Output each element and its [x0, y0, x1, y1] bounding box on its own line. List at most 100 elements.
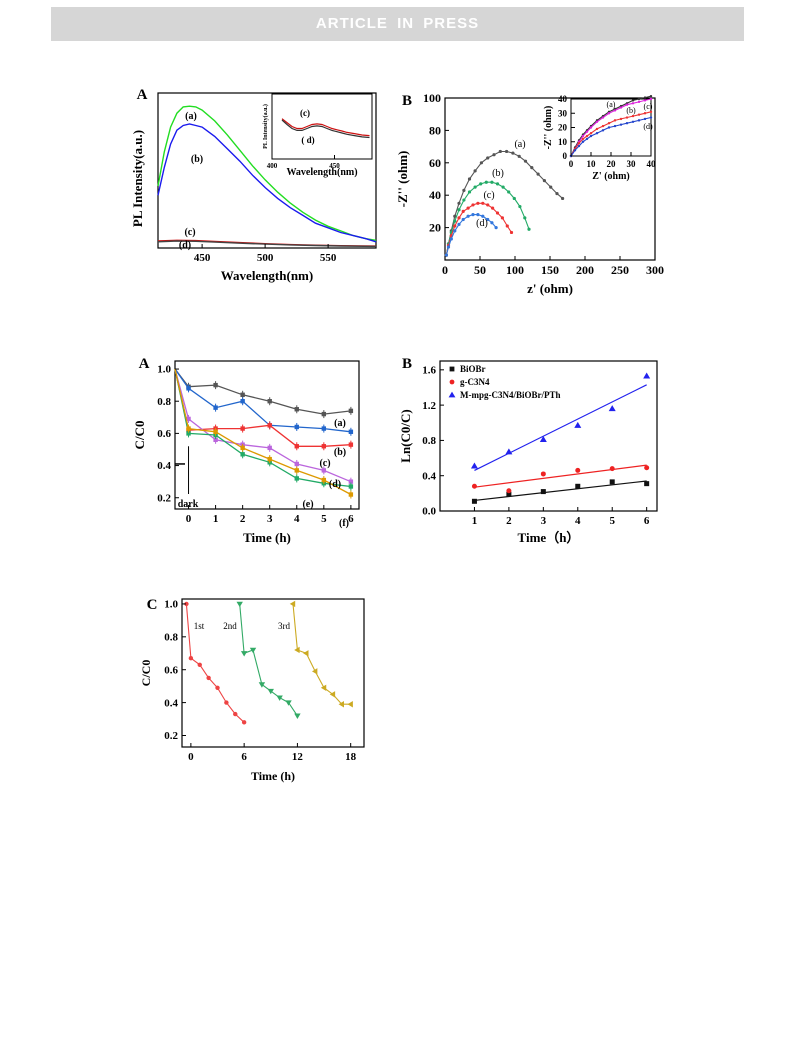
eis-point	[449, 237, 453, 241]
eis-inset-point	[643, 112, 647, 115]
eis-point	[495, 211, 500, 215]
kin-point	[609, 466, 615, 472]
eis-point	[479, 161, 483, 165]
pl-plot-frame	[157, 92, 377, 249]
eis-inset-point	[607, 112, 611, 115]
cycle-point	[184, 601, 189, 607]
deg-point	[186, 426, 191, 431]
deg-point	[240, 399, 245, 404]
panel-label: B	[402, 356, 412, 372]
eis-inset-point	[577, 144, 581, 148]
cycle-y-tick-label: 0.8	[164, 631, 178, 643]
deg-point	[294, 424, 299, 430]
kin-plot-frame	[439, 360, 658, 512]
kin-point	[540, 471, 546, 477]
kin-point	[574, 421, 582, 428]
kin-y-tick-label: 1.6	[422, 364, 436, 376]
eis-label-b: (b)	[492, 168, 504, 179]
eis-x-axis-title: z' (ohm)	[527, 281, 573, 296]
cycle-point	[215, 685, 220, 690]
kin-point	[505, 448, 513, 455]
eis-point	[462, 188, 466, 192]
kin-y-tick-label: 0.0	[422, 506, 436, 518]
eis-point	[473, 169, 477, 173]
eis-point	[471, 213, 475, 217]
cycle-x-axis-title: Time (h)	[251, 769, 295, 783]
deg-point	[240, 426, 245, 431]
eis-series-line	[445, 181, 530, 256]
cycle-point	[338, 701, 345, 708]
deg-point	[348, 442, 354, 447]
eis-y-tick-label: 60	[429, 156, 441, 170]
deg-series-line	[174, 368, 351, 433]
kin-fit-line	[474, 384, 647, 471]
kin-x-axis-title: Time（h）	[518, 530, 580, 545]
kin-point	[643, 372, 651, 379]
kin-point	[470, 462, 478, 469]
cycle-point	[311, 668, 318, 675]
panel-label: C	[147, 597, 158, 613]
eis-inset-point	[649, 110, 653, 114]
eis-label-c: (c)	[483, 190, 494, 201]
deg-point	[186, 431, 191, 436]
deg-point	[321, 444, 327, 449]
kin-x-tick-label: 5	[609, 515, 615, 527]
eis-point	[481, 201, 485, 205]
deg-label-e: (e)	[302, 499, 313, 510]
deg-x-tick-label: 0	[186, 513, 192, 525]
kin-y-axis-title: Ln(C0/C)	[398, 409, 413, 462]
deg-series-line	[174, 368, 351, 447]
panel-label: A	[139, 356, 150, 372]
eis-inset-point	[625, 103, 629, 106]
eis-inset-point	[637, 119, 641, 122]
deg-x-tick-label: 3	[267, 513, 273, 525]
pl-inset-x-axis-title: Wavelength(nm)	[286, 167, 357, 178]
legend-label: g-C3N4	[460, 377, 490, 387]
eis-y-tick-label: 20	[429, 221, 441, 235]
eis-x-tick-label: 250	[611, 263, 629, 277]
eis-point	[505, 224, 509, 228]
cycle-point	[329, 691, 336, 698]
pl-y-axis-title: PL Intensity(a.u.)	[130, 130, 145, 227]
deg-point	[240, 452, 245, 457]
eis-point	[561, 196, 565, 201]
eis-point	[453, 224, 457, 228]
eis-inset-point	[595, 120, 599, 123]
eis-inset-y-tick-label: 20	[558, 123, 568, 133]
deg-point	[321, 477, 327, 483]
cycle-point	[233, 711, 238, 717]
cycle-point	[289, 600, 296, 608]
eis-point	[523, 159, 528, 163]
eis-x-tick-label: 200	[576, 263, 594, 277]
eis-point	[527, 227, 531, 231]
pl-label-d: (d)	[179, 240, 191, 251]
eis-point	[466, 206, 470, 210]
pl-inset-series	[281, 119, 370, 139]
eis-inset-point	[643, 99, 647, 102]
kin-y-tick-label: 0.4	[422, 470, 436, 482]
eis-point	[453, 219, 457, 223]
kin-point	[609, 479, 615, 485]
eis-point	[498, 149, 502, 154]
eis-point	[495, 182, 500, 186]
pl-x-tick-label: 550	[320, 252, 337, 264]
cycle-point	[258, 682, 266, 688]
cycle-point	[249, 647, 257, 654]
eis-point	[500, 216, 504, 220]
cycle-point	[294, 646, 300, 654]
eis-inset-point	[577, 141, 581, 145]
deg-point	[213, 405, 218, 410]
eis-point	[461, 209, 465, 213]
cycle-point	[197, 662, 202, 667]
eis-inset-point	[643, 96, 647, 99]
eis-inset-y-tick-label: 0	[563, 151, 568, 161]
pl-label-b: (b)	[191, 154, 203, 165]
kin-point	[575, 467, 581, 473]
eis-inset-point	[649, 94, 653, 98]
deg-point	[267, 456, 272, 462]
deg-label-b: (b)	[334, 447, 346, 458]
legend-label: M-mpg-C3N4/BiOBr/PTh	[460, 390, 561, 400]
deg-point	[294, 476, 299, 481]
eis-inset-point	[631, 99, 635, 102]
eis-point	[509, 230, 514, 235]
